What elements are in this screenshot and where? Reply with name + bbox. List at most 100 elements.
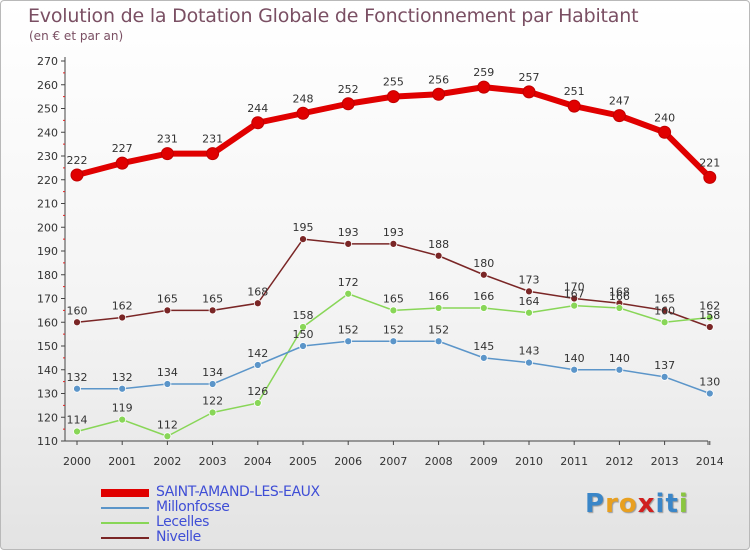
data-point-lecelles <box>118 415 127 424</box>
data-label-lecelles: 164 <box>519 295 540 308</box>
x-tick-label: 2006 <box>334 455 362 468</box>
data-point-millonfosse <box>479 353 488 362</box>
y-tick-label: 190 <box>37 245 58 258</box>
data-label-lecelles: 126 <box>247 385 268 398</box>
data-point-saint-amand-les-eaux <box>296 106 310 120</box>
data-label-saint-amand-les-eaux: 231 <box>157 133 178 146</box>
data-point-lecelles <box>434 304 443 312</box>
data-label-saint-amand-les-eaux: 244 <box>247 102 268 115</box>
y-tick-label: 260 <box>37 79 58 92</box>
data-label-saint-amand-les-eaux: 240 <box>654 111 675 124</box>
data-point-saint-amand-les-eaux <box>70 168 84 182</box>
data-point-millonfosse <box>434 337 443 346</box>
data-point-lecelles <box>253 399 262 407</box>
data-label-lecelles: 122 <box>202 395 223 408</box>
legend-swatch <box>101 537 149 539</box>
data-point-lecelles <box>389 306 398 315</box>
data-point-nivelle <box>344 239 353 248</box>
y-tick-label: 220 <box>37 174 58 187</box>
logo-letter: r <box>605 489 619 519</box>
legend-label: SAINT-AMAND-LES-EAUX <box>156 484 320 500</box>
x-tick-label: 2010 <box>515 455 543 468</box>
chart-subtitle: (en € et par an) <box>29 29 124 43</box>
data-label-millonfosse: 142 <box>247 347 268 360</box>
y-tick-label: 180 <box>37 269 58 282</box>
legend-item-millonfosse: Millonfosse <box>101 499 361 515</box>
data-label-nivelle: 160 <box>67 304 88 317</box>
data-label-millonfosse: 134 <box>157 366 178 379</box>
data-point-nivelle <box>479 270 488 279</box>
data-point-saint-amand-les-eaux <box>658 125 672 139</box>
data-label-lecelles: 165 <box>383 292 404 305</box>
data-label-millonfosse: 134 <box>202 366 223 379</box>
data-label-saint-amand-les-eaux: 231 <box>202 133 223 146</box>
data-label-lecelles: 162 <box>699 300 720 313</box>
y-tick-label: 270 <box>37 55 58 68</box>
data-label-millonfosse: 152 <box>338 323 359 336</box>
y-tick-label: 110 <box>37 435 58 448</box>
y-tick-label: 150 <box>37 340 58 353</box>
data-point-nivelle <box>73 318 81 327</box>
data-point-millonfosse <box>615 365 624 374</box>
logo-letter: i <box>678 489 689 519</box>
data-point-lecelles <box>570 301 579 310</box>
data-label-saint-amand-les-eaux: 227 <box>112 142 133 155</box>
data-label-nivelle: 165 <box>654 292 675 305</box>
data-label-millonfosse: 140 <box>609 352 630 365</box>
logo-letter: i <box>655 489 666 519</box>
data-point-millonfosse <box>389 337 398 346</box>
data-point-millonfosse <box>253 361 262 369</box>
y-tick-label: 140 <box>37 364 58 377</box>
data-point-millonfosse <box>705 389 714 398</box>
data-label-nivelle: 165 <box>157 292 178 305</box>
data-label-millonfosse: 152 <box>383 323 404 336</box>
logo-letter: P <box>585 489 606 519</box>
data-point-lecelles <box>705 313 714 322</box>
data-label-saint-amand-les-eaux: 256 <box>428 73 449 86</box>
x-tick-label: 2007 <box>379 455 407 468</box>
data-label-lecelles: 119 <box>112 402 133 415</box>
data-point-saint-amand-les-eaux <box>251 116 265 130</box>
data-label-lecelles: 172 <box>338 276 359 289</box>
data-point-nivelle <box>299 235 307 244</box>
data-point-saint-amand-les-eaux <box>206 147 220 161</box>
data-label-nivelle: 193 <box>383 226 404 239</box>
x-tick-label: 2002 <box>153 455 181 468</box>
data-point-lecelles <box>208 408 217 417</box>
legend-label: Lecelles <box>156 514 209 530</box>
data-label-millonfosse: 145 <box>473 340 494 353</box>
data-label-lecelles: 166 <box>428 290 449 303</box>
data-label-nivelle: 173 <box>519 273 540 286</box>
data-label-millonfosse: 132 <box>67 371 88 384</box>
y-tick-label: 170 <box>37 293 58 306</box>
data-label-lecelles: 166 <box>473 290 494 303</box>
data-point-nivelle <box>118 313 127 322</box>
data-point-nivelle <box>660 306 669 315</box>
data-point-nivelle <box>389 239 398 248</box>
legend-item-saint-amand-les-eaux: SAINT-AMAND-LES-EAUX <box>101 484 361 500</box>
x-tick-label: 2008 <box>425 455 453 468</box>
legend-swatch <box>101 507 149 509</box>
data-point-nivelle <box>163 306 172 315</box>
legend-item-nivelle: Nivelle <box>101 529 361 545</box>
data-point-millonfosse <box>344 337 353 346</box>
x-tick-label: 2011 <box>560 455 588 468</box>
data-point-millonfosse <box>660 372 669 381</box>
data-point-millonfosse <box>208 380 217 388</box>
data-label-lecelles: 166 <box>609 290 630 303</box>
x-tick-label: 2005 <box>289 455 317 468</box>
data-point-saint-amand-les-eaux <box>612 109 626 123</box>
data-label-nivelle: 170 <box>564 281 585 294</box>
data-point-lecelles <box>615 304 624 312</box>
data-label-lecelles: 160 <box>654 304 675 317</box>
legend-label: Nivelle <box>156 529 201 545</box>
data-label-saint-amand-les-eaux: 251 <box>564 85 585 98</box>
data-point-saint-amand-les-eaux <box>567 99 581 113</box>
data-point-lecelles <box>299 323 307 331</box>
data-label-lecelles: 167 <box>564 288 585 301</box>
y-tick-label: 120 <box>37 411 58 424</box>
data-point-saint-amand-les-eaux <box>115 156 129 170</box>
data-label-millonfosse: 130 <box>699 376 720 389</box>
data-point-millonfosse <box>570 365 579 374</box>
